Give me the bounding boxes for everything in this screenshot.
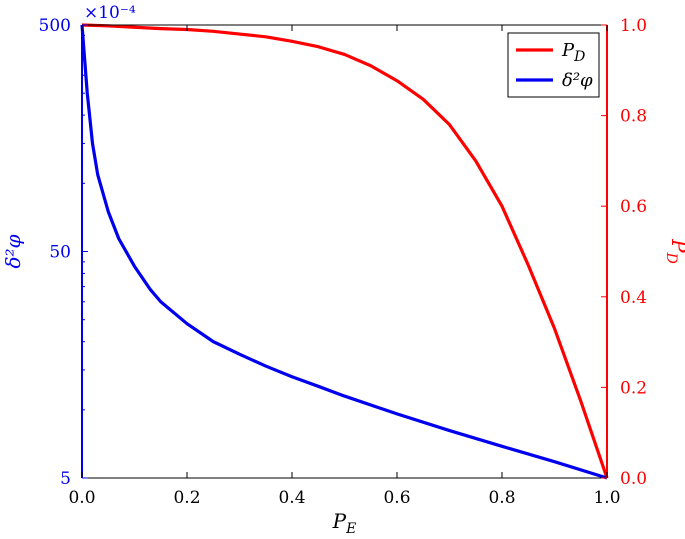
legend: PD δ²φ: [507, 32, 600, 98]
x-tick-label: 0.0: [68, 488, 95, 508]
left-tick-label: 50: [49, 243, 71, 263]
right-tick-label: 0.2: [620, 378, 647, 398]
right-tick-label: 0.4: [620, 288, 647, 308]
x-axis-title: PE: [332, 509, 357, 537]
left-axis-title: δ²φ: [1, 234, 25, 268]
legend-label: δ²φ: [562, 70, 593, 91]
labels-layer: 0.0 0.2 0.4 0.6 0.8 1.00.00.20.40.60.81.05505…: [1, 3, 685, 537]
x-tick-label: 0.2: [173, 488, 200, 508]
right-tick-label: 0.0: [620, 469, 647, 489]
left-tick-label: 5: [60, 469, 71, 489]
phi-curve: [80, 24, 608, 480]
x-tick-label: 1.0: [593, 488, 620, 508]
x-tick-label: 0.8: [488, 488, 515, 508]
curves-layer: [80, 23, 609, 480]
left-axis-multiplier: ×10⁻⁴: [84, 3, 136, 23]
legend-box: [507, 32, 600, 98]
x-tick-label: 0.6: [383, 488, 410, 508]
axes-layer: [81, 24, 608, 479]
right-tick-label: 0.8: [620, 107, 647, 127]
right-tick-label: 0.6: [620, 197, 647, 217]
legend-label: PD: [561, 40, 585, 65]
left-tick-label: 500: [39, 16, 71, 36]
pd-curve: [81, 23, 609, 479]
x-tick-label: 0.4: [278, 488, 305, 508]
right-axis-title: PD: [663, 238, 685, 264]
right-tick-label: 1.0: [620, 16, 647, 36]
